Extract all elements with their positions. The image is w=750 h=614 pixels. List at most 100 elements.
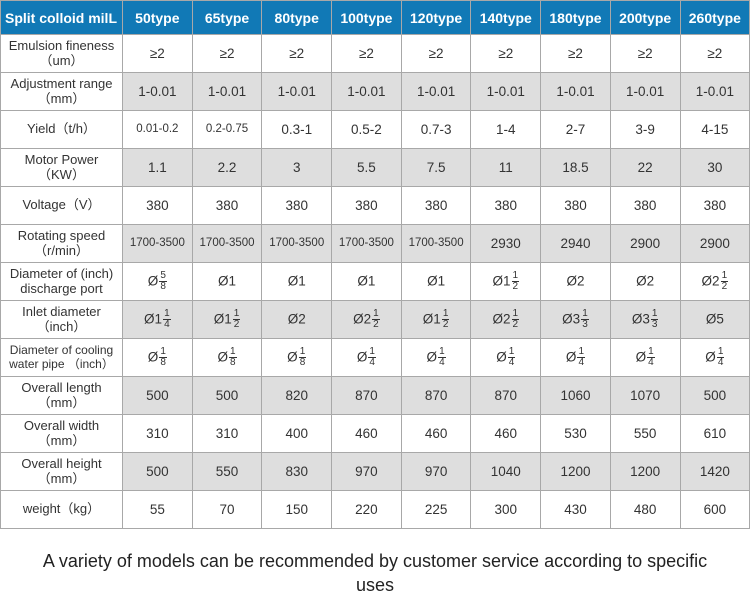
header-type: 180type — [541, 1, 611, 35]
table-cell: 380 — [541, 187, 611, 225]
table-cell: 0.3-1 — [262, 111, 332, 149]
table-cell: 380 — [610, 187, 680, 225]
table-cell: 1060 — [541, 377, 611, 415]
header-type: 100type — [332, 1, 402, 35]
table-cell: 0.2-0.75 — [192, 111, 262, 149]
table-cell: 1-0.01 — [680, 73, 750, 111]
table-cell: 22 — [610, 149, 680, 187]
table-cell: ≥2 — [262, 35, 332, 73]
table-cell: 380 — [680, 187, 750, 225]
table-cell: 1-0.01 — [332, 73, 402, 111]
header-row: Split colloid milL 50type65type80type100… — [1, 1, 750, 35]
table-cell: Ø212 — [680, 263, 750, 301]
table-cell: 1420 — [680, 453, 750, 491]
table-cell: 830 — [262, 453, 332, 491]
header-type: 200type — [610, 1, 680, 35]
table-cell: Ø1 — [332, 263, 402, 301]
table-cell: 500 — [123, 453, 193, 491]
table-body: Emulsion fineness（um）≥2≥2≥2≥2≥2≥2≥2≥2≥2A… — [1, 35, 750, 529]
table-row: Diameter of coolingwater pipe （inch）Ø18Ø… — [1, 339, 750, 377]
row-label: Overall height（mm） — [1, 453, 123, 491]
table-cell: 0.5-2 — [332, 111, 402, 149]
table-cell: 1.1 — [123, 149, 193, 187]
table-cell: 500 — [192, 377, 262, 415]
table-cell: 530 — [541, 415, 611, 453]
header-type: 65type — [192, 1, 262, 35]
table-cell: 550 — [192, 453, 262, 491]
row-label: Rotating speed（r/min） — [1, 225, 123, 263]
table-row: Overall height（mm）5005508309709701040120… — [1, 453, 750, 491]
table-cell: Ø2 — [610, 263, 680, 301]
table-row: Diameter of (inch)discharge portØ58Ø1Ø1Ø… — [1, 263, 750, 301]
row-label: Inlet diameter（inch） — [1, 301, 123, 339]
table-row: Inlet diameter（inch）Ø114Ø112Ø2Ø212Ø112Ø2… — [1, 301, 750, 339]
header-title: Split colloid milL — [1, 1, 123, 35]
header-type: 140type — [471, 1, 541, 35]
table-cell: 2.2 — [192, 149, 262, 187]
table-cell: Ø14 — [401, 339, 471, 377]
table-cell: Ø114 — [123, 301, 193, 339]
table-cell: 1-0.01 — [123, 73, 193, 111]
header-type: 50type — [123, 1, 193, 35]
table-cell: 460 — [401, 415, 471, 453]
row-label: Overall length（mm） — [1, 377, 123, 415]
table-cell: 1070 — [610, 377, 680, 415]
table-cell: 0.01-0.2 — [123, 111, 193, 149]
table-cell: 430 — [541, 491, 611, 529]
spec-table: Split colloid milL 50type65type80type100… — [0, 0, 750, 529]
row-label: Voltage（V） — [1, 187, 123, 225]
table-cell: 18.5 — [541, 149, 611, 187]
table-cell: 460 — [471, 415, 541, 453]
table-cell: 150 — [262, 491, 332, 529]
table-cell: 1-0.01 — [262, 73, 332, 111]
table-cell: 820 — [262, 377, 332, 415]
row-label: Diameter of (inch)discharge port — [1, 263, 123, 301]
table-cell: 225 — [401, 491, 471, 529]
table-cell: ≥2 — [680, 35, 750, 73]
table-cell: 600 — [680, 491, 750, 529]
table-cell: 970 — [401, 453, 471, 491]
table-cell: 1-0.01 — [541, 73, 611, 111]
table-row: Yield（t/h）0.01-0.20.2-0.750.3-10.5-20.7-… — [1, 111, 750, 149]
table-cell: 380 — [332, 187, 402, 225]
table-cell: Ø18 — [123, 339, 193, 377]
table-cell: Ø5 — [680, 301, 750, 339]
table-cell: 1-0.01 — [471, 73, 541, 111]
table-cell: Ø1 — [192, 263, 262, 301]
table-cell: ≥2 — [541, 35, 611, 73]
table-cell: 480 — [610, 491, 680, 529]
table-row: Overall width（mm）31031040046046046053055… — [1, 415, 750, 453]
table-cell: Ø313 — [541, 301, 611, 339]
table-cell: Ø58 — [123, 263, 193, 301]
table-cell: Ø1 — [262, 263, 332, 301]
table-row: Overall length（mm）5005008208708708701060… — [1, 377, 750, 415]
table-cell: 380 — [262, 187, 332, 225]
table-cell: ≥2 — [401, 35, 471, 73]
row-label: Motor Power（KW） — [1, 149, 123, 187]
table-cell: Ø14 — [471, 339, 541, 377]
table-cell: 380 — [123, 187, 193, 225]
table-cell: 30 — [680, 149, 750, 187]
table-cell: Ø313 — [610, 301, 680, 339]
table-cell: 3-9 — [610, 111, 680, 149]
table-cell: Ø112 — [192, 301, 262, 339]
table-cell: 1700-3500 — [401, 225, 471, 263]
table-cell: Ø1 — [401, 263, 471, 301]
table-cell: 2940 — [541, 225, 611, 263]
row-label: weight（kg） — [1, 491, 123, 529]
table-cell: 2900 — [610, 225, 680, 263]
table-cell: 1700-3500 — [192, 225, 262, 263]
table-cell: Ø212 — [471, 301, 541, 339]
table-cell: ≥2 — [610, 35, 680, 73]
header-type: 260type — [680, 1, 750, 35]
table-cell: 1700-3500 — [332, 225, 402, 263]
table-cell: ≥2 — [332, 35, 402, 73]
row-label: Adjustment range（mm） — [1, 73, 123, 111]
table-cell: 2-7 — [541, 111, 611, 149]
table-cell: Ø112 — [471, 263, 541, 301]
table-cell: 11 — [471, 149, 541, 187]
table-cell: 1040 — [471, 453, 541, 491]
footer-note: A variety of models can be recommended b… — [0, 529, 750, 614]
table-row: weight（kg）5570150220225300430480600 — [1, 491, 750, 529]
table-cell: ≥2 — [192, 35, 262, 73]
